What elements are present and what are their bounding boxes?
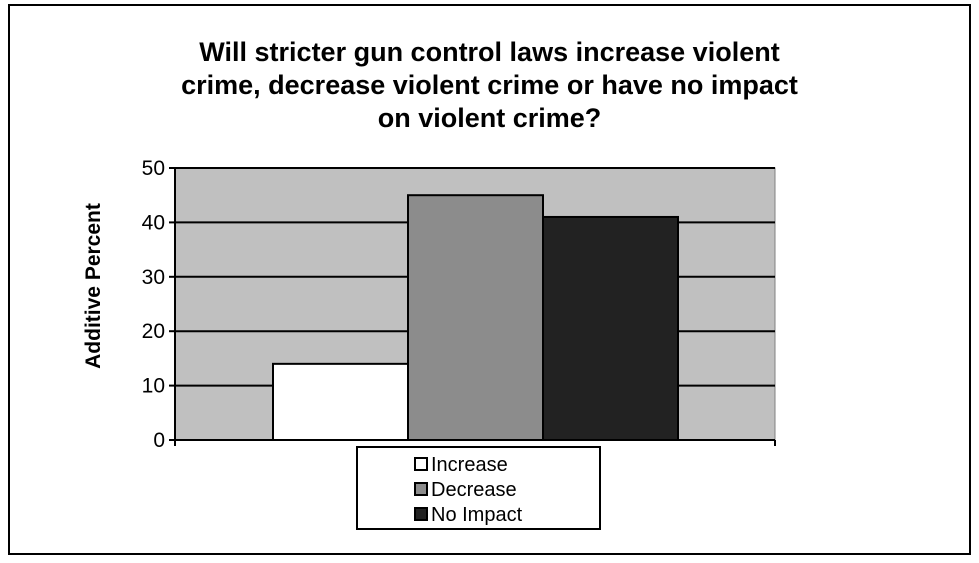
chart-title-line-1: Will stricter gun control laws increase …	[199, 37, 780, 67]
legend	[356, 446, 601, 530]
bar-no-impact	[542, 215, 679, 441]
bar-increase	[272, 362, 409, 441]
chart-title: Will stricter gun control laws increase …	[10, 36, 969, 135]
y-tick-label: 10	[142, 375, 165, 398]
chart-title-line-3: on violent crime?	[377, 103, 602, 133]
chart-title-line-2: crime, decrease violent crime or have no…	[181, 70, 798, 100]
y-tick-label: 0	[153, 429, 165, 452]
y-tick-label: 30	[142, 266, 165, 289]
y-tick-label: 20	[142, 320, 165, 343]
legend-label: Decrease	[431, 479, 517, 501]
legend-label: Increase	[431, 454, 508, 476]
y-tick-label: 40	[142, 211, 165, 234]
legend-swatch	[414, 457, 428, 471]
y-axis-label: Additive Percent	[82, 203, 105, 369]
legend-swatch	[414, 507, 428, 521]
legend-label: No Impact	[431, 504, 523, 526]
bar-decrease	[407, 194, 544, 441]
y-tick-label: 50	[142, 157, 165, 180]
legend-swatch	[414, 482, 428, 496]
